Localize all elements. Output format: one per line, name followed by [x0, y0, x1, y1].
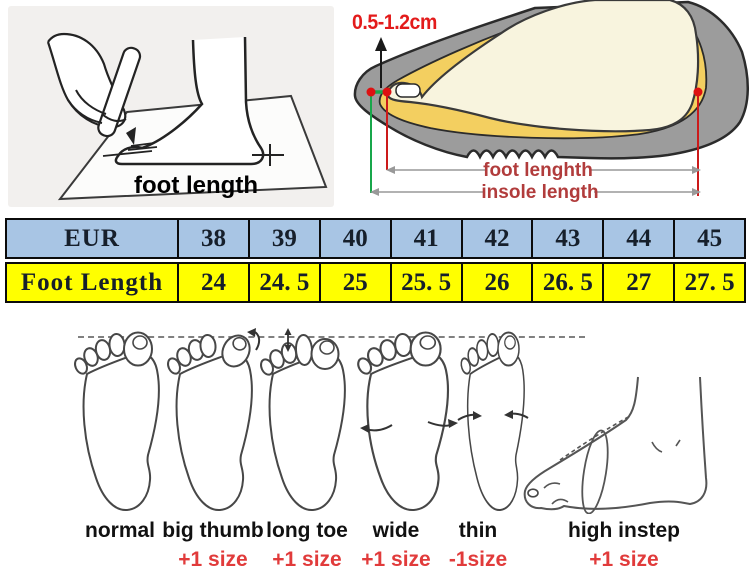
toe-outer-dot	[366, 87, 376, 97]
foot-type-label-thin: thin	[458, 519, 498, 542]
toe-baseline-dotted	[78, 336, 585, 338]
heel-dot	[693, 87, 703, 97]
size-note-big-thumb: +1 size	[178, 548, 248, 571]
foot-long-toe-sketch	[260, 328, 346, 512]
size-table: EUR 38 39 40 41 42 43 44 45 Foot Length …	[5, 218, 746, 303]
table-header-eur: EUR	[64, 224, 120, 252]
foot-high-instep-sketch	[523, 376, 708, 514]
size-note-long-toe: +1 size	[272, 548, 342, 571]
foot-normal-sketch	[74, 331, 160, 512]
table-cell: 24. 5	[247, 264, 319, 301]
dim-arrow	[692, 166, 701, 174]
table-cell: 38	[177, 220, 248, 257]
ankle-marks	[651, 439, 681, 453]
foot-thin-sketch	[457, 331, 529, 512]
dim-arrow	[692, 188, 701, 196]
finger-lines	[67, 89, 127, 124]
table-cell: 39	[247, 220, 319, 257]
foot-type-label-long-toe: long toe	[266, 519, 348, 542]
foot-big-thumb-sketch	[167, 328, 261, 512]
foot-type-label-normal: normal	[84, 519, 156, 542]
toe-gap-label: 0.5-1.2cm	[352, 11, 437, 34]
table-cell: 27	[602, 264, 673, 301]
table-cell: 45	[673, 220, 744, 257]
table-cell: 44	[602, 220, 673, 257]
foot-type-label-big-thumb: big thumb	[162, 519, 264, 542]
gap-arrow-head	[375, 37, 387, 51]
shoe-sketch	[353, 0, 750, 196]
toe-gap-notch	[395, 83, 421, 98]
foot-wide-sketch	[357, 331, 458, 512]
pencil-sketch	[97, 46, 142, 138]
pencil-tip	[126, 127, 136, 145]
heel-mark	[252, 144, 284, 166]
foot-measuring-sketch	[46, 32, 328, 201]
foot-length-dim-label: foot lenghth	[483, 160, 593, 181]
size-note-thin: -1size	[448, 548, 508, 571]
foot-inside-shoe	[386, 0, 700, 133]
table-cell: 40	[318, 220, 390, 257]
dim-arrow	[386, 166, 395, 174]
toe-inner-dot	[382, 87, 392, 97]
table-header-foot-length: Foot Length	[20, 268, 164, 296]
measure-caption: foot length	[134, 172, 258, 199]
girth-ellipse	[581, 429, 609, 514]
table-cell: 42	[460, 220, 532, 257]
foot-type-label-wide: wide	[372, 519, 420, 542]
size-table-footlength-row: Foot Length 24 24. 5 25 25. 5 26 26. 5 2…	[5, 262, 746, 303]
shoe-cross-section	[350, 0, 750, 212]
table-cell: 26	[460, 264, 532, 301]
foot-outline	[114, 36, 265, 166]
size-note-high-instep: +1 size	[589, 548, 659, 571]
size-note-wide: +1 size	[361, 548, 431, 571]
table-cell: 25	[318, 264, 390, 301]
dim-arrow	[370, 188, 379, 196]
insole-length-dim-label: insole length	[481, 182, 599, 203]
foot-type-label-high-instep: high instep	[568, 519, 680, 542]
table-cell: 41	[389, 220, 461, 257]
table-cell: 24	[177, 264, 248, 301]
table-cell: 26. 5	[531, 264, 602, 301]
table-cell: 43	[531, 220, 602, 257]
table-cell: 27. 5	[673, 264, 744, 301]
table-cell: 25. 5	[389, 264, 461, 301]
size-table-eur-row: EUR 38 39 40 41 42 43 44 45	[5, 218, 746, 259]
measuring-panel: foot length	[8, 6, 334, 207]
toe-mark	[102, 142, 158, 157]
